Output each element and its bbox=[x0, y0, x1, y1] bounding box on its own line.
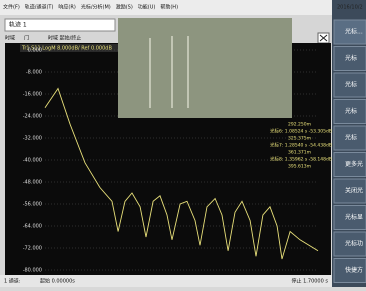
marker-readout: 361.371m bbox=[288, 150, 311, 156]
datetime: 2016/10/2 bbox=[337, 5, 363, 11]
body: 2016/10/2 轨迹 1 Tr1 S11 LogM 8.000dB/ Ref… bbox=[0, 0, 366, 287]
side-button-label: 光标 bbox=[345, 107, 357, 115]
y-tick-label: -56.000 bbox=[23, 202, 42, 208]
camera-inset bbox=[118, 18, 292, 118]
side-button-label: 光标... bbox=[345, 28, 363, 36]
toolbar-item[interactable]: 门 bbox=[24, 35, 29, 42]
marker-readout: 光标7: 1.28540 s -54.438dB bbox=[270, 142, 332, 149]
page: VNA screenshot {"menu": ["文件(F)", "轨迹/通道… bbox=[0, 0, 366, 287]
menu-item[interactable]: 轨迹/通道(T) bbox=[25, 4, 54, 11]
y-tick-label: -80.000 bbox=[23, 268, 42, 274]
side-button-label: 光标 bbox=[345, 134, 357, 142]
y-tick-label: -24.000 bbox=[23, 114, 42, 120]
marker-readout: 292.250m bbox=[288, 122, 311, 128]
y-tick-label: -40.000 bbox=[23, 158, 42, 164]
side-button-label: 光标 bbox=[345, 81, 357, 89]
menu-item[interactable]: 帮助(H) bbox=[160, 4, 178, 11]
y-tick-label: -72.000 bbox=[23, 246, 42, 252]
side-button-label: 光标 bbox=[345, 54, 357, 62]
screen: 2016/10/2 轨迹 1 Tr1 S11 LogM 8.000dB/ Ref… bbox=[0, 0, 366, 287]
menu-item[interactable]: 光标/分析(M) bbox=[81, 4, 111, 11]
side-button-label: 更多光 bbox=[345, 160, 363, 168]
y-tick-label: -48.000 bbox=[23, 180, 42, 186]
side-button-label: 关闭光 bbox=[345, 187, 363, 195]
status-start: 起始 0.00000s bbox=[40, 278, 75, 285]
y-tick-label: -8.000 bbox=[26, 70, 42, 76]
side-button-label: 光标显 bbox=[345, 213, 363, 221]
y-tick-label: -32.000 bbox=[23, 136, 42, 142]
status-stop: 停止 1.70000 s bbox=[292, 278, 329, 285]
menu-item[interactable]: 响应(R) bbox=[58, 4, 75, 11]
y-tick-label: -16.000 bbox=[23, 92, 42, 98]
marker-readout: 395.613m bbox=[288, 164, 311, 170]
menu-item[interactable]: 激励(S) bbox=[116, 4, 133, 11]
inset-photo bbox=[118, 18, 292, 118]
toolbar-item[interactable]: 时域 起始/终止 bbox=[48, 35, 81, 42]
menu-item[interactable]: 文件(F) bbox=[3, 4, 20, 11]
menu-item[interactable]: 功能(U) bbox=[138, 4, 156, 11]
status-channel: 1 通道: bbox=[4, 278, 21, 285]
menu-bar bbox=[0, 0, 366, 15]
y-tick-label: -64.000 bbox=[23, 224, 42, 230]
trace-selector-label: 轨迹 1 bbox=[9, 21, 27, 29]
toolbar-item[interactable]: 时域 bbox=[5, 35, 15, 42]
marker-readout: 光标8: 1.35962 s -58.148dB bbox=[270, 156, 332, 163]
marker-readout: 325.375m bbox=[288, 136, 311, 142]
side-button-label: 快捷方 bbox=[345, 266, 363, 274]
y-tick-label: 0.000 bbox=[28, 48, 42, 54]
marker-readout: 光标6: 1.08524 s -53.305dB bbox=[270, 128, 332, 135]
side-button-label: 光标功 bbox=[345, 240, 363, 248]
